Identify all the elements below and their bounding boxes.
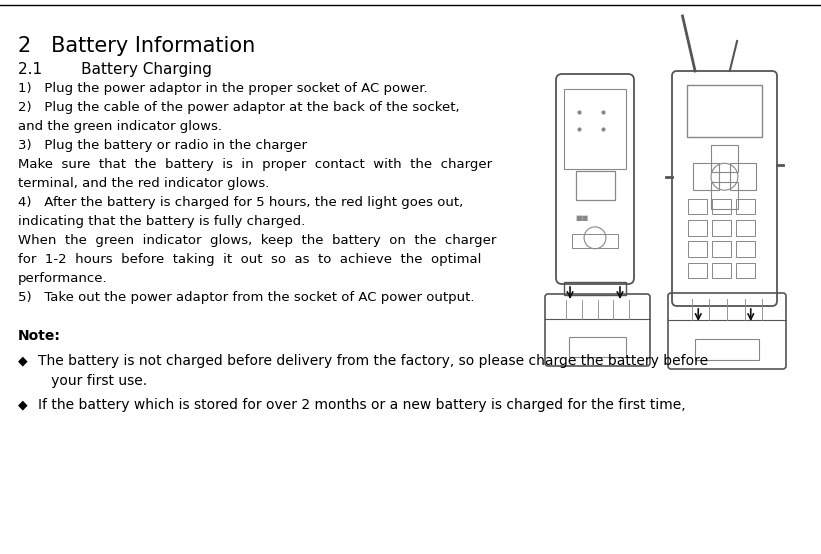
Bar (712, 199, 731, 214)
Text: ■■: ■■ (576, 215, 589, 220)
Bar (711, 182, 738, 209)
Text: ◆: ◆ (18, 398, 28, 411)
Text: 3)   Plug the battery or radio in the charger: 3) Plug the battery or radio in the char… (18, 139, 307, 152)
Bar (571, 234, 618, 248)
Text: 1)   Plug the power adaptor in the proper socket of AC power.: 1) Plug the power adaptor in the proper … (18, 82, 428, 95)
Text: ◆: ◆ (18, 354, 28, 367)
Bar (564, 89, 626, 168)
Text: 2.1        Battery Charging: 2.1 Battery Charging (18, 62, 212, 77)
Bar (736, 220, 755, 235)
Bar (576, 171, 614, 200)
Bar (712, 220, 731, 235)
Bar (564, 282, 626, 295)
Text: Make  sure  that  the  battery  is  in  proper  contact  with  the  charger: Make sure that the battery is in proper … (18, 158, 492, 171)
Text: 5)   Take out the power adaptor from the socket of AC power output.: 5) Take out the power adaptor from the s… (18, 291, 475, 304)
Text: The battery is not charged before delivery from the factory, so please charge th: The battery is not charged before delive… (38, 354, 709, 368)
Bar (693, 163, 719, 190)
Text: When  the  green  indicator  glows,  keep  the  battery  on  the  charger: When the green indicator glows, keep the… (18, 234, 497, 247)
Bar (736, 242, 755, 257)
Bar (730, 163, 756, 190)
Text: your first use.: your first use. (38, 374, 147, 388)
Text: for  1-2  hours  before  taking  it  out  so  as  to  achieve  the  optimal: for 1-2 hours before taking it out so as… (18, 253, 481, 266)
Text: If the battery which is stored for over 2 months or a new battery is charged for: If the battery which is stored for over … (38, 398, 686, 412)
Bar (569, 337, 626, 357)
Text: terminal, and the red indicator glows.: terminal, and the red indicator glows. (18, 177, 269, 190)
Bar (688, 242, 707, 257)
Bar (686, 85, 763, 137)
Bar (688, 263, 707, 278)
Bar (688, 220, 707, 235)
Text: indicating that the battery is fully charged.: indicating that the battery is fully cha… (18, 215, 305, 228)
Bar (688, 199, 707, 214)
Text: 4)   After the battery is charged for 5 hours, the red light goes out,: 4) After the battery is charged for 5 ho… (18, 196, 463, 209)
Text: and the green indicator glows.: and the green indicator glows. (18, 120, 222, 133)
Bar (712, 263, 731, 278)
Bar (712, 242, 731, 257)
Text: Note:: Note: (18, 329, 61, 343)
Text: performance.: performance. (18, 272, 108, 285)
Text: 2)   Plug the cable of the power adaptor at the back of the socket,: 2) Plug the cable of the power adaptor a… (18, 101, 460, 114)
Bar (736, 199, 755, 214)
Bar (695, 338, 759, 360)
Bar (736, 263, 755, 278)
Text: 2   Battery Information: 2 Battery Information (18, 36, 255, 56)
Bar (711, 145, 738, 172)
